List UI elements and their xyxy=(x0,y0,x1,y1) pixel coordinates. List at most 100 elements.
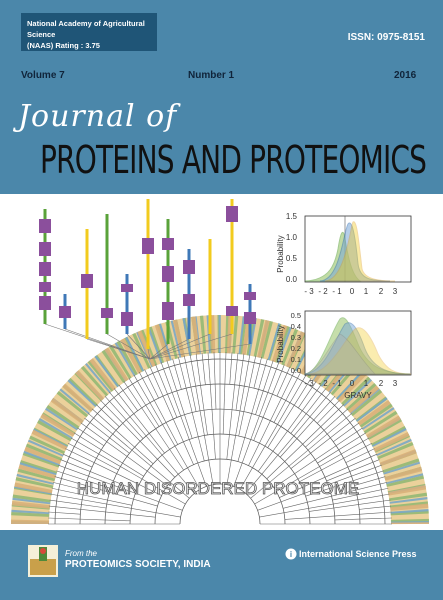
tree-branch xyxy=(96,404,120,427)
tree-branch xyxy=(48,505,156,518)
tree-branch xyxy=(70,437,186,505)
domain-box xyxy=(162,302,174,320)
naas-rating-box: National Academy of Agricultural Science… xyxy=(21,13,157,51)
tree-label: HUMAN DISORDERED PROTEOME xyxy=(77,479,359,498)
tree-branches xyxy=(48,352,392,525)
tree-branch xyxy=(305,470,384,497)
domain-box xyxy=(183,260,195,274)
domain-box xyxy=(39,296,51,310)
domain-box xyxy=(121,312,133,326)
domain-box xyxy=(162,238,174,250)
protein-domain-diagrams xyxy=(39,199,256,349)
cover-artwork: HUMAN DISORDERED PROTEOME 1.5 1.0 0.5 0.… xyxy=(0,194,443,530)
tree-branch xyxy=(245,392,331,494)
tree-branch xyxy=(332,487,389,501)
tree-branch xyxy=(333,422,360,442)
tree-branch xyxy=(317,400,340,424)
tree-branch xyxy=(226,354,251,485)
svg-text:2: 2 xyxy=(379,379,384,388)
tree-branch xyxy=(250,413,352,499)
tree-branch xyxy=(305,408,349,448)
tree-branch xyxy=(273,427,363,488)
tree-branch xyxy=(235,353,245,411)
top-ylabel: Probability xyxy=(276,235,285,272)
tree-branch xyxy=(56,470,111,489)
top-ytick-2: 0.5 xyxy=(286,254,298,263)
issue-number: Number 1 xyxy=(188,70,235,81)
tree-branch xyxy=(113,388,165,454)
tree-branch xyxy=(299,442,373,483)
tree-branch xyxy=(290,388,327,434)
svg-text:0.3: 0.3 xyxy=(291,333,301,342)
publisher-name: International Science Press xyxy=(299,549,417,559)
svg-text:3: 3 xyxy=(393,379,398,388)
tree-branch xyxy=(334,517,392,521)
domain-box xyxy=(142,238,154,254)
density-plot-bottom: 0.5 0.4 0.3 0.2 0.1 0.0 Probability - 3 … xyxy=(276,310,412,400)
tree-branch xyxy=(213,352,217,410)
artwork-svg: HUMAN DISORDERED PROTEOME 1.5 1.0 0.5 0.… xyxy=(11,199,429,525)
top-xticks: - 3 - 2 - 1 0 1 2 3 xyxy=(304,287,397,296)
connector-line xyxy=(149,333,211,360)
tree-branch xyxy=(133,374,201,490)
tree-branch xyxy=(128,377,160,427)
tree-branch xyxy=(109,392,195,494)
tree-branch xyxy=(160,362,207,487)
tree-branch xyxy=(359,505,392,510)
tree-branch xyxy=(73,432,144,477)
connector-lines xyxy=(44,323,251,360)
tree-branch xyxy=(60,459,137,491)
tree-branch xyxy=(100,400,176,478)
domain-box xyxy=(162,266,174,282)
svg-text:- 2: - 2 xyxy=(318,287,328,296)
society-name: PROTEOMICS SOCIETY, INDIA xyxy=(65,559,211,570)
tree-branch xyxy=(49,499,107,509)
bottom-xticks: - 3 - 2 - 1 0 1 2 3 xyxy=(304,379,397,388)
connector-line xyxy=(149,338,190,360)
tree-branch xyxy=(254,437,370,505)
svg-text:0.5: 0.5 xyxy=(291,311,301,320)
tree-branch xyxy=(226,352,239,460)
tree-branch xyxy=(62,453,93,468)
volume: Volume 7 xyxy=(21,70,65,81)
footer-band xyxy=(0,530,443,600)
svg-text:0: 0 xyxy=(350,287,355,296)
domain-box xyxy=(39,262,51,276)
tree-branch xyxy=(189,354,214,485)
naas-line-1: National Academy of Agricultural Science xyxy=(27,19,145,39)
tree-branch xyxy=(80,422,168,487)
svg-text:- 3: - 3 xyxy=(304,379,314,388)
tree-branch xyxy=(48,517,131,522)
bottom-ylabel: Probability xyxy=(276,325,285,362)
top-ytick-3: 0.0 xyxy=(286,275,298,284)
tree-branch xyxy=(267,377,312,448)
connector-line xyxy=(64,328,151,360)
tree-branch xyxy=(284,511,392,520)
tree-branch xyxy=(53,482,85,491)
svg-text:3: 3 xyxy=(393,287,398,296)
tree-branch xyxy=(298,381,317,409)
bottom-xlabel: GRAVY xyxy=(344,391,372,400)
tree-branch xyxy=(290,417,356,469)
domain-box xyxy=(59,306,71,318)
tree-branch xyxy=(144,369,159,399)
connector-line xyxy=(86,338,151,360)
tree-branch xyxy=(233,362,280,487)
connector-line xyxy=(149,333,233,360)
tree-branch xyxy=(178,357,205,462)
naas-line-2: (NAAS) Rating : 3.75 xyxy=(27,41,100,50)
tree-branch xyxy=(259,493,390,518)
domain-box xyxy=(183,294,195,306)
phylogenetic-tree xyxy=(11,315,429,525)
tree-branch xyxy=(282,482,387,509)
domain-box xyxy=(244,292,256,300)
svg-text:1: 1 xyxy=(364,379,369,388)
domain-box xyxy=(39,282,51,292)
tree-branch xyxy=(77,427,105,446)
connector-line xyxy=(126,333,151,360)
tree-branch xyxy=(257,384,322,472)
svg-text:- 3: - 3 xyxy=(304,287,314,296)
domain-box xyxy=(101,308,113,318)
tree-branch xyxy=(248,369,296,466)
